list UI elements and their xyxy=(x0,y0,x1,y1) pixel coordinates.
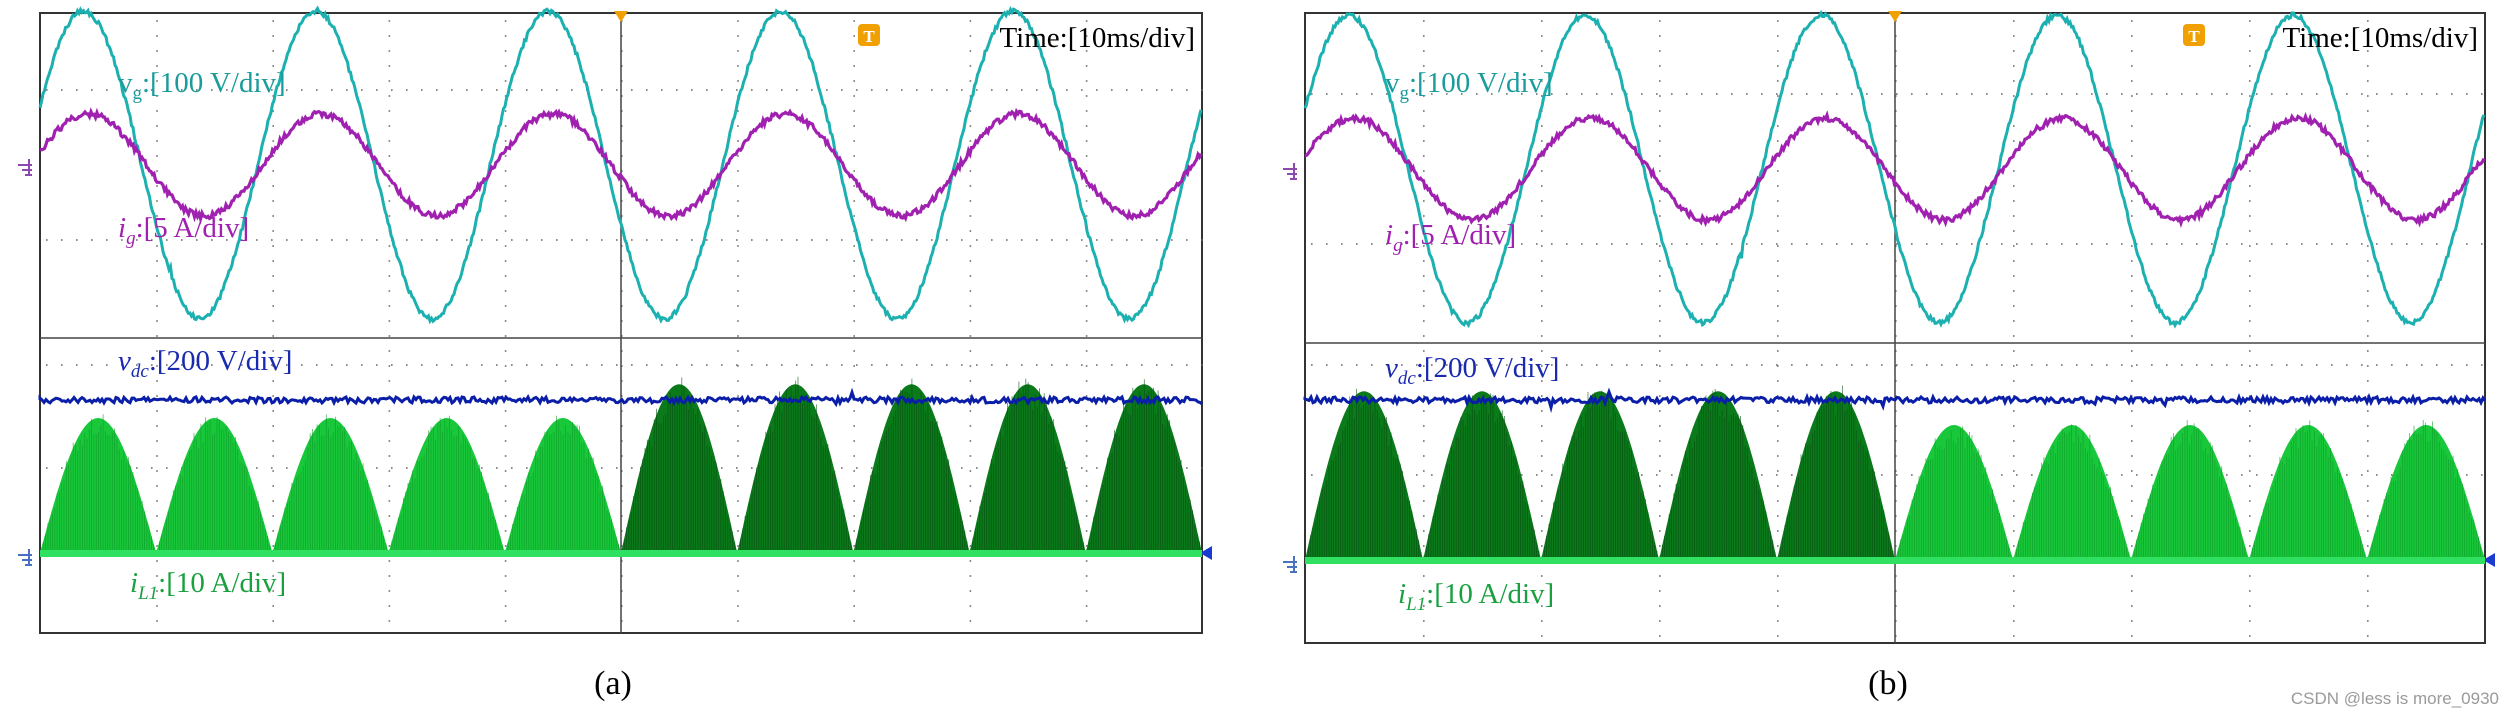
ac-ground-marker xyxy=(18,159,32,176)
scope-traces xyxy=(38,5,1203,557)
il1-half-cycle-envelope xyxy=(156,418,273,553)
il1-label: iL1:[10 A/div] xyxy=(1398,578,1554,615)
watermark: CSDN @less is more_0930 xyxy=(2290,689,2499,708)
scope-panel-a: Time:[10ms/div] T vg:[100 V/div] ig:[5 A… xyxy=(18,5,1212,702)
ig-label: ig:[5 A/div] xyxy=(118,212,249,249)
vg-trace xyxy=(38,5,1203,325)
scope-traces xyxy=(1303,9,2487,564)
trigger-position-marker xyxy=(1888,11,1902,22)
ac-ground-marker xyxy=(1283,163,1297,180)
il1-baseline-trace xyxy=(40,550,1202,557)
trigger-icon: T xyxy=(2183,24,2205,46)
il1-half-cycle-envelope xyxy=(2013,425,2131,560)
ig-trace xyxy=(39,107,1203,225)
vdc-trace xyxy=(1303,387,2487,414)
dc-ground-marker xyxy=(1283,556,1297,573)
time-scale-label: Time:[10ms/div] xyxy=(2282,22,2478,54)
il1-half-cycle-envelope xyxy=(2131,425,2249,560)
dc-ground-marker xyxy=(18,549,32,566)
il1-half-cycle-envelope xyxy=(2249,425,2367,560)
il1-half-cycle-envelope xyxy=(2367,425,2485,560)
time-scale-label: Time:[10ms/div] xyxy=(999,22,1195,54)
vdc-label: vdc:[200 V/div] xyxy=(118,345,292,382)
vdc-label: vdc:[200 V/div] xyxy=(1385,352,1559,389)
ig-trace xyxy=(1304,110,2486,229)
vg-label: vg:[100 V/div] xyxy=(118,67,286,104)
il1-baseline-trace xyxy=(1305,557,2485,564)
trigger-position-marker xyxy=(614,11,628,22)
right-level-marker xyxy=(2483,553,2495,567)
il1-label: iL1:[10 A/div] xyxy=(130,567,286,604)
ig-label: ig:[5 A/div] xyxy=(1385,219,1516,256)
panel-label: (a) xyxy=(594,665,632,702)
svg-text:T: T xyxy=(863,27,875,46)
vg-label: vg:[100 V/div] xyxy=(1385,67,1553,104)
trigger-icon: T xyxy=(858,24,880,46)
panel-label: (b) xyxy=(1868,665,1908,702)
scope-panel-b: Time:[10ms/div] T vg:[100 V/div] ig:[5 A… xyxy=(1283,9,2495,702)
scope-grid xyxy=(1283,11,2495,643)
vdc-trace xyxy=(38,387,1203,408)
scope-labels: Time:[10ms/div] T vg:[100 V/div] ig:[5 A… xyxy=(1385,22,2478,615)
svg-text:T: T xyxy=(2188,27,2200,46)
right-level-marker xyxy=(1200,546,1212,560)
scope-labels: Time:[10ms/div] T vg:[100 V/div] ig:[5 A… xyxy=(118,22,1195,604)
vg-trace xyxy=(1303,9,2486,329)
